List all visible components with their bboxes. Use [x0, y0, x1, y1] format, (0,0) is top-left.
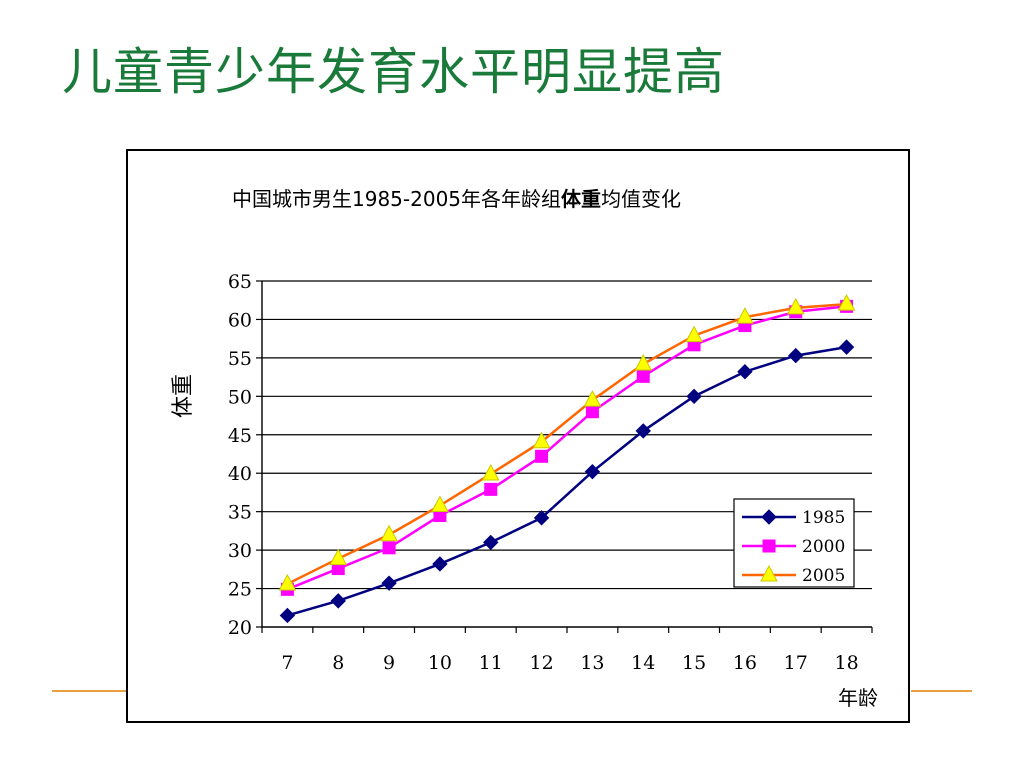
point-1985-10 — [432, 556, 448, 572]
point-2000-13 — [585, 405, 599, 419]
point-1985-16 — [737, 364, 753, 380]
x-axis-label: 年龄 — [838, 686, 878, 710]
point-2005-8 — [329, 548, 348, 566]
x-tick-label-18: 18 — [834, 652, 858, 674]
x-tick-label-11: 11 — [479, 652, 503, 674]
y-tick-label-55: 55 — [228, 348, 252, 370]
legend-label-2005: 2005 — [802, 566, 845, 586]
point-2005-14 — [634, 353, 653, 371]
legend-label-2000: 2000 — [802, 537, 845, 557]
y-tick-label-35: 35 — [228, 502, 252, 524]
point-2000-12 — [535, 449, 549, 463]
point-1985-13 — [584, 463, 601, 480]
point-1985-8 — [330, 593, 346, 609]
point-1985-7 — [279, 607, 296, 624]
x-tick-labels: 7 8 9 10 11 12 13 14 15 16 17 18 — [281, 652, 858, 674]
point-1985-9 — [381, 575, 397, 591]
legend-marker-1985 — [761, 509, 777, 525]
legend-label-1985: 1985 — [802, 508, 845, 528]
x-tick-label-12: 12 — [529, 652, 553, 674]
legend-box — [733, 498, 855, 588]
y-tick-label-45: 45 — [228, 425, 252, 447]
slide-title: 儿童青少年发育水平明显提高 — [62, 43, 725, 101]
point-2005-15 — [685, 325, 703, 343]
series-1985 — [279, 339, 855, 624]
weight-chart: 中国城市男生1985-2005年各年龄组体重均值变化 体重 年龄 2025303… — [171, 187, 878, 710]
point-1985-17 — [788, 347, 804, 364]
x-tick-label-16: 16 — [733, 652, 757, 674]
y-tick-label-60: 60 — [228, 309, 252, 331]
point-2000-14 — [636, 369, 650, 383]
series-2005 — [278, 294, 856, 591]
y-tick-label-25: 25 — [228, 579, 252, 601]
point-2005-12 — [532, 431, 551, 449]
chart-title-suffix: 均值变化 — [601, 187, 681, 211]
point-1985-14 — [635, 423, 651, 439]
legend-marker-2000 — [762, 539, 776, 553]
point-2000-11 — [484, 482, 498, 496]
point-2000-9 — [382, 541, 396, 555]
point-2005-17 — [786, 297, 805, 315]
x-tick-label-7: 7 — [281, 652, 293, 674]
point-2005-10 — [431, 495, 449, 513]
x-tick-label-13: 13 — [580, 652, 604, 674]
chart-frame: 中国城市男生1985-2005年各年龄组体重均值变化 体重 年龄 20 25 30 3… — [126, 149, 910, 723]
x-tick-label-14: 14 — [631, 652, 655, 674]
point-2005-18 — [837, 294, 856, 311]
x-tick-label-9: 9 — [383, 652, 395, 674]
point-2005-11 — [481, 463, 500, 481]
point-1985-15 — [686, 388, 702, 405]
point-2005-13 — [583, 390, 602, 407]
point-1985-11 — [483, 534, 499, 551]
point-1985-18 — [838, 339, 855, 355]
axes — [261, 281, 873, 633]
legend: 1985 2000 2005 — [733, 498, 855, 588]
y-tick-label-30: 30 — [228, 540, 252, 562]
grid-lines — [256, 280, 872, 628]
y-tick-label-40: 40 — [228, 463, 252, 485]
plot-series — [278, 294, 856, 624]
chart-title-bold: 体重 — [561, 187, 601, 211]
x-tick-label-10: 10 — [428, 652, 452, 674]
point-2005-9 — [380, 524, 398, 542]
y-tick-label-50: 50 — [228, 386, 252, 408]
legend-marker-2005 — [760, 564, 778, 582]
point-2005-7 — [278, 573, 297, 591]
x-tick-label-15: 15 — [682, 652, 706, 674]
point-1985-12 — [533, 510, 550, 526]
chart-title: 中国城市男生1985-2005年各年龄组体重均值变化 — [232, 187, 681, 211]
decorative-rule-right — [911, 690, 972, 692]
series-line-1985 — [287, 345, 847, 617]
y-tick-label-20: 20 — [228, 617, 252, 639]
chart-title-prefix: 中国城市男生1985-2005年各年龄组 — [232, 187, 561, 211]
decorative-rule-left — [52, 690, 127, 692]
y-axis-label: 体重 — [171, 374, 196, 418]
point-2005-16 — [736, 307, 754, 324]
y-tick-labels: 20 25 30 35 40 45 50 55 60 65 — [228, 271, 252, 639]
x-tick-label-17: 17 — [784, 652, 808, 674]
y-tick-label-65: 65 — [228, 271, 252, 293]
x-tick-label-8: 8 — [332, 652, 344, 674]
series-line-2005 — [286, 302, 847, 586]
